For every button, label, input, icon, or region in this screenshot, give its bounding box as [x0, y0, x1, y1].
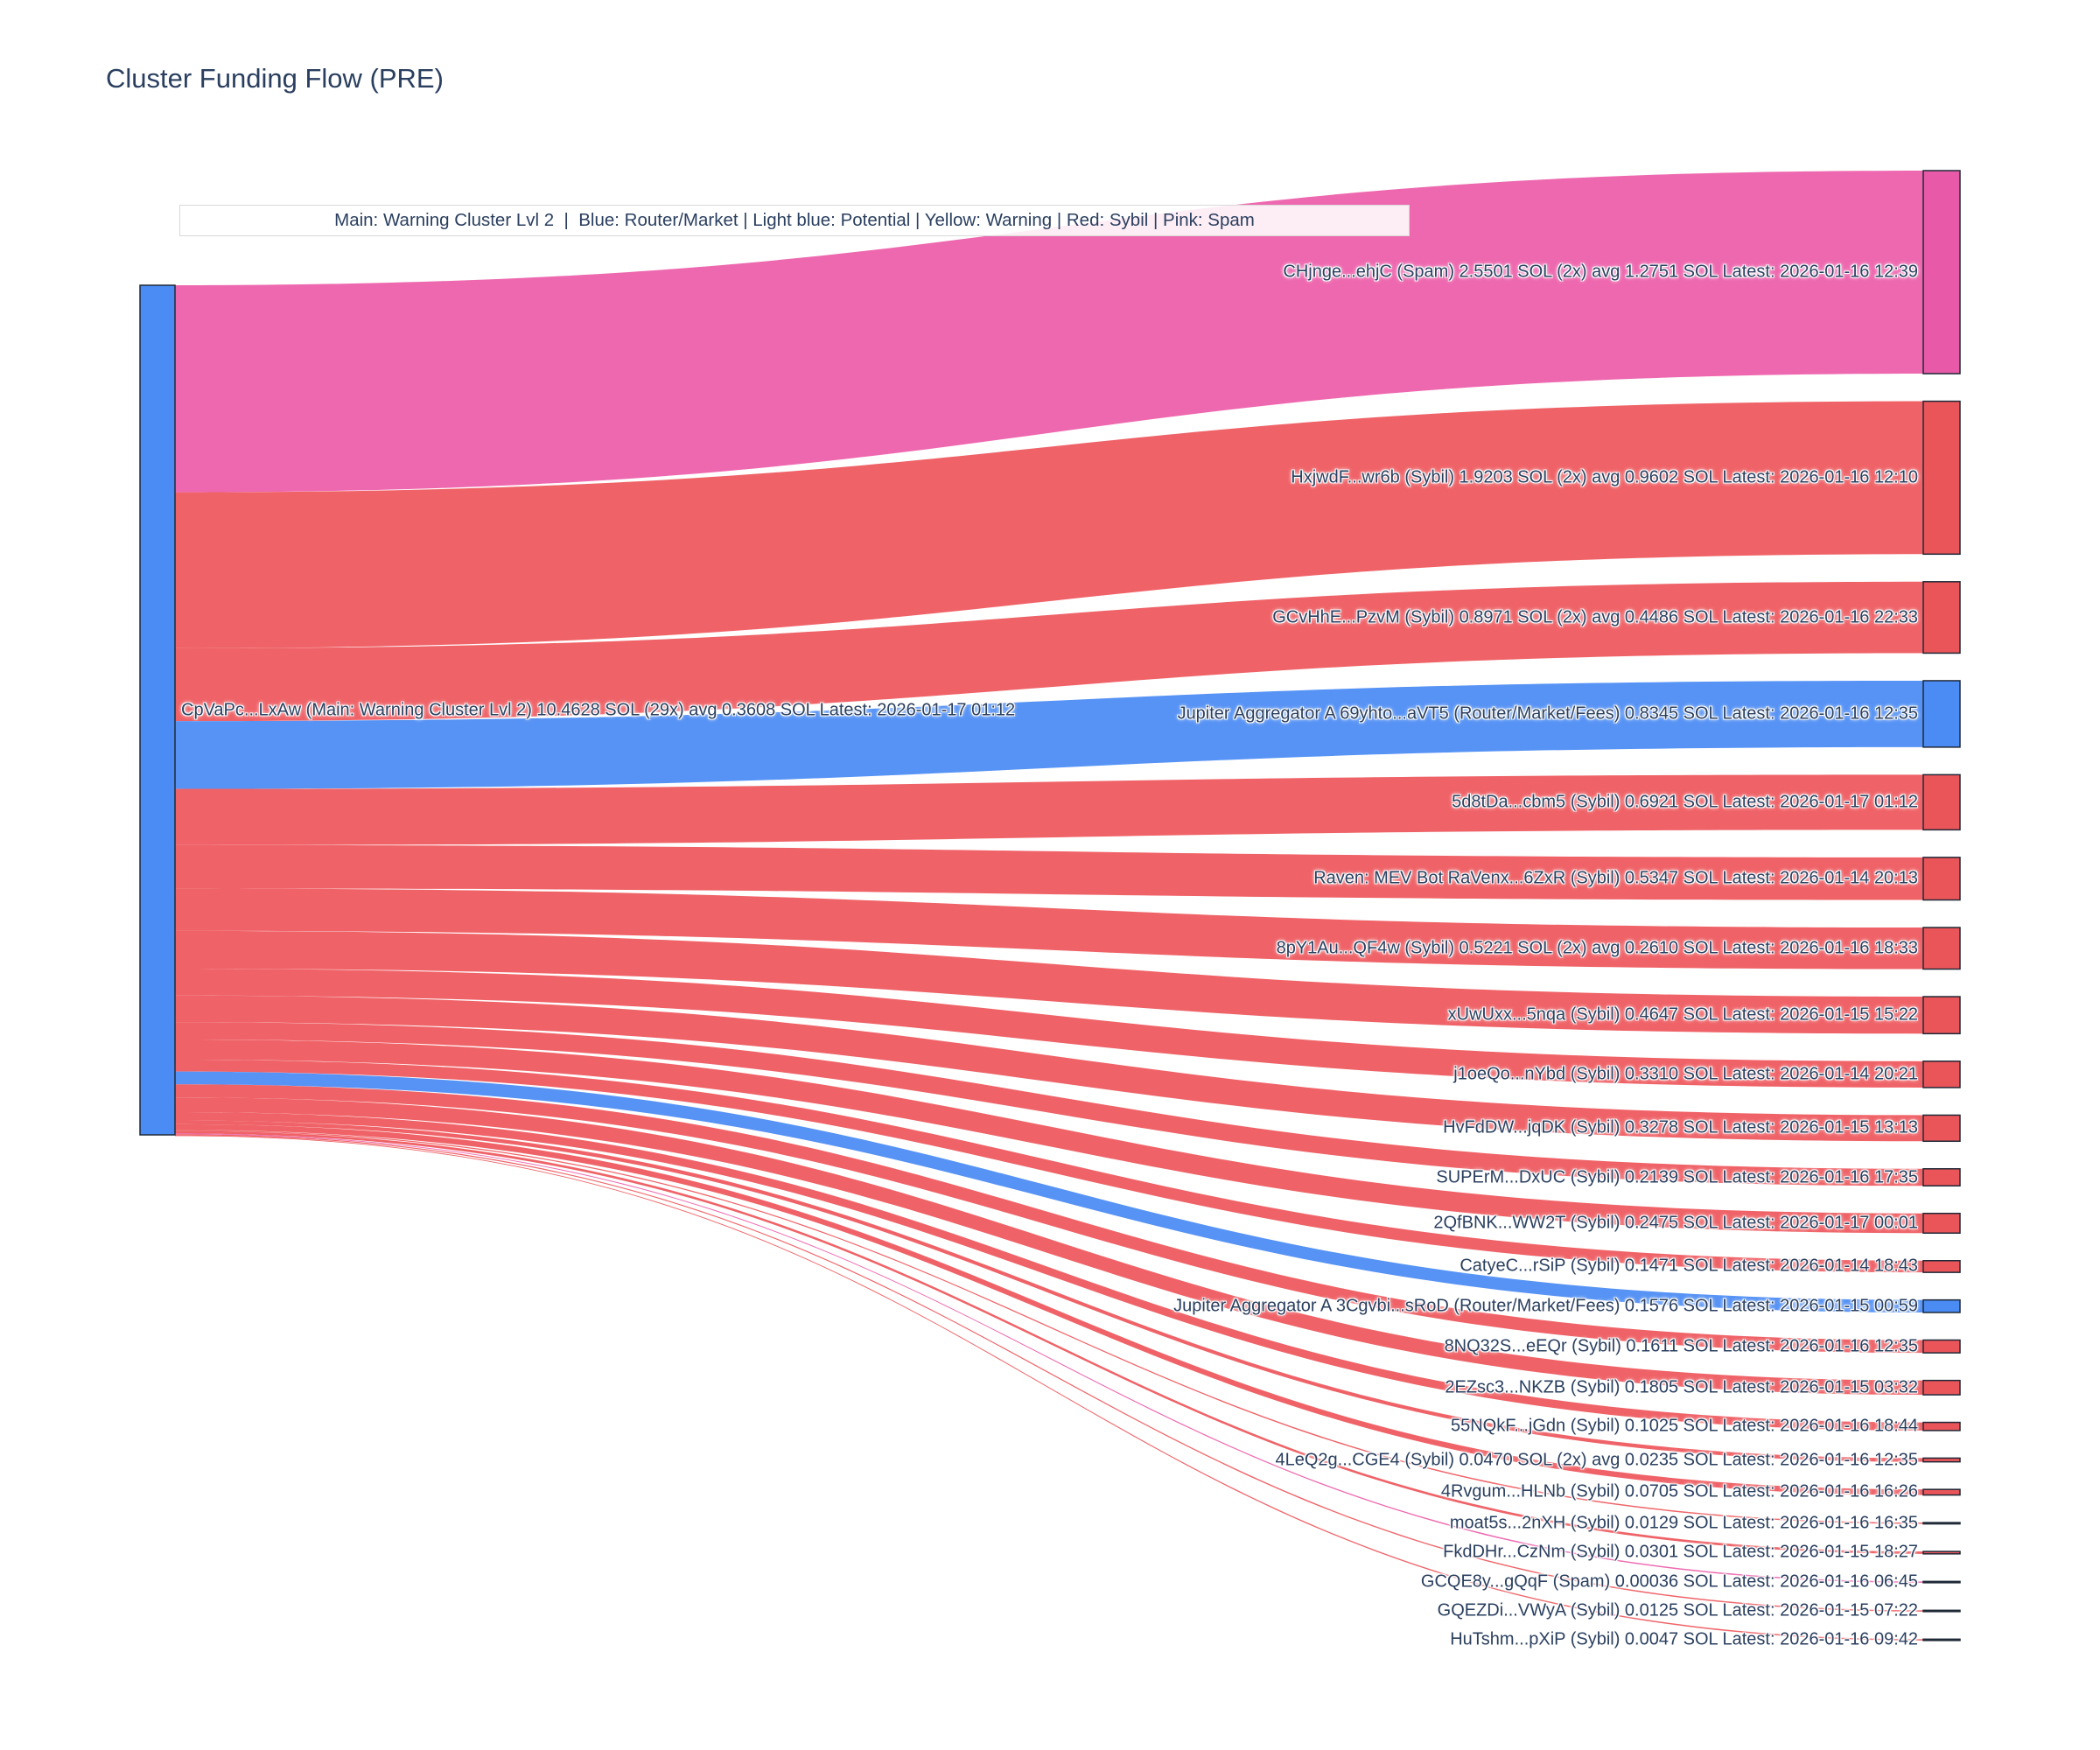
- sankey-link-9[interactable]: [175, 995, 1923, 1142]
- sankey-node-0[interactable]: [1922, 170, 1961, 374]
- sankey-link-0[interactable]: [175, 171, 1923, 493]
- sankey-node-3[interactable]: [1922, 680, 1961, 748]
- sankey-node-7[interactable]: [1922, 996, 1961, 1035]
- chart-title: Cluster Funding Flow (PRE): [106, 63, 444, 94]
- sankey-node-source[interactable]: [139, 284, 176, 1136]
- sankey-link-21[interactable]: [175, 1133, 1923, 1583]
- sankey-node-21[interactable]: [1922, 1580, 1961, 1584]
- sankey-node-12[interactable]: [1922, 1260, 1961, 1273]
- sankey-node-8[interactable]: [1922, 1060, 1961, 1088]
- sankey-node-18[interactable]: [1922, 1488, 1961, 1496]
- sankey-link-22[interactable]: [175, 1134, 1923, 1612]
- sankey-node-13[interactable]: [1922, 1298, 1961, 1313]
- sankey-node-16[interactable]: [1922, 1421, 1961, 1432]
- sankey-link-11[interactable]: [175, 1040, 1923, 1234]
- sankey-node-19[interactable]: [1922, 1522, 1961, 1525]
- sankey-link-7[interactable]: [175, 930, 1923, 1034]
- sankey-link-14[interactable]: [175, 1084, 1923, 1354]
- sankey-link-2[interactable]: [175, 581, 1923, 722]
- sankey-node-20[interactable]: [1922, 1550, 1961, 1555]
- sankey-link-6[interactable]: [175, 888, 1923, 970]
- sankey-node-2[interactable]: [1922, 581, 1961, 654]
- sankey-node-5[interactable]: [1922, 857, 1961, 901]
- sankey-link-5[interactable]: [175, 844, 1923, 900]
- sankey-link-20[interactable]: [175, 1130, 1923, 1554]
- sankey-link-18[interactable]: [175, 1124, 1923, 1495]
- sankey-node-17[interactable]: [1922, 1457, 1961, 1463]
- sankey-link-15[interactable]: [175, 1097, 1923, 1396]
- sankey-link-17[interactable]: [175, 1120, 1923, 1462]
- sankey-node-11[interactable]: [1922, 1212, 1961, 1235]
- sankey-node-10[interactable]: [1922, 1168, 1961, 1186]
- sankey-link-13[interactable]: [175, 1071, 1923, 1312]
- sankey-node-15[interactable]: [1922, 1379, 1961, 1396]
- sankey-link-10[interactable]: [175, 1022, 1923, 1186]
- sankey-link-23[interactable]: [175, 1135, 1923, 1641]
- sankey-link-1[interactable]: [175, 401, 1923, 648]
- sankey-node-4[interactable]: [1922, 774, 1961, 831]
- sankey-node-6[interactable]: [1922, 927, 1961, 970]
- sankey-link-12[interactable]: [175, 1059, 1923, 1273]
- sankey-node-9[interactable]: [1922, 1114, 1961, 1143]
- sankey-node-14[interactable]: [1922, 1339, 1961, 1354]
- sankey-link-4[interactable]: [175, 774, 1923, 845]
- sankey-link-3[interactable]: [175, 680, 1923, 789]
- sankey-link-8[interactable]: [175, 969, 1923, 1088]
- color-legend-note: Main: Warning Cluster Lvl 2 | Blue: Rout…: [179, 205, 1410, 236]
- sankey-link-16[interactable]: [175, 1111, 1923, 1431]
- sankey-node-23[interactable]: [1922, 1638, 1961, 1642]
- sankey-node-22[interactable]: [1922, 1609, 1961, 1613]
- sankey-link-19[interactable]: [175, 1130, 1923, 1524]
- sankey-node-1[interactable]: [1922, 400, 1961, 556]
